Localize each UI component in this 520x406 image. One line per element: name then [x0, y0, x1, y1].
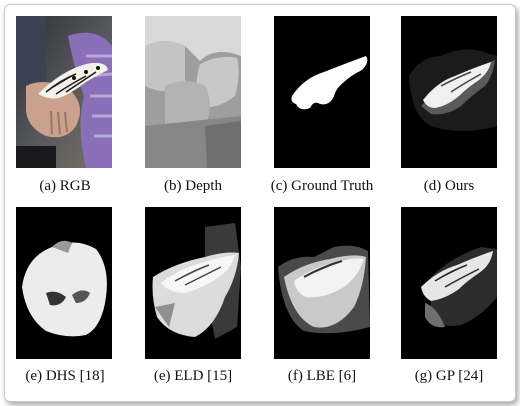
depth-image — [145, 16, 241, 168]
caption-rgb: (a) RGB — [39, 178, 91, 194]
rgb-image — [16, 16, 112, 168]
eld-saliency — [145, 207, 241, 359]
ground-truth-mask — [274, 16, 370, 168]
lbe-image — [274, 207, 370, 359]
caption-ours: (d) Ours — [423, 178, 475, 194]
rgb-photo — [16, 16, 112, 168]
gp-saliency — [401, 207, 497, 359]
caption-depth: (b) Depth — [164, 178, 222, 194]
eld-image — [145, 207, 241, 359]
caption-eld: (e) ELD [15] — [153, 368, 233, 384]
ground-truth-image — [274, 16, 370, 168]
caption-dhs: (e) DHS [18] — [25, 368, 105, 384]
caption-gp: (g) GP [24] — [414, 368, 484, 384]
ours-saliency — [401, 16, 497, 168]
dhs-image — [16, 207, 112, 359]
dhs-saliency — [16, 207, 112, 359]
caption-ground-truth: (c) Ground Truth — [270, 178, 374, 194]
depth-map — [145, 16, 241, 168]
ours-image — [401, 16, 497, 168]
lbe-saliency — [274, 207, 370, 359]
caption-lbe: (f) LBE [6] — [287, 368, 357, 384]
gp-image — [401, 207, 497, 359]
